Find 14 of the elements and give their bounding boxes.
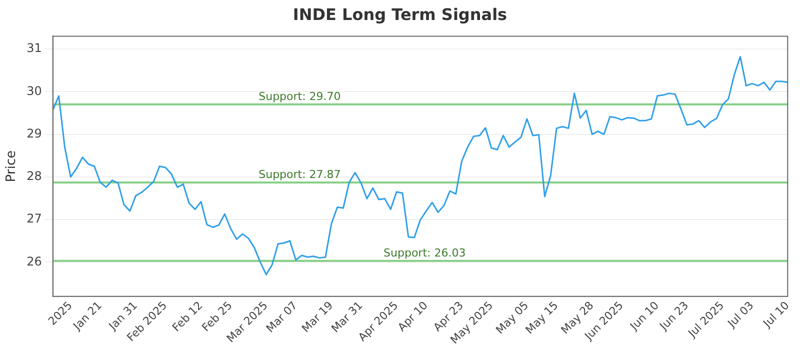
- ref-line-label: Support: 29.70: [258, 90, 341, 103]
- ref-line-label: Support: 26.03: [384, 246, 466, 260]
- y-tick-label: 27: [26, 212, 42, 226]
- y-tick-label: 30: [26, 84, 42, 98]
- y-tick-label: 28: [26, 169, 42, 184]
- x-tick-label: Jan 21: [70, 298, 104, 334]
- y-tick-label: 29: [26, 126, 42, 140]
- y-tick-label: 31: [26, 41, 42, 56]
- ref-line-label: Support: 27.87: [258, 168, 341, 181]
- x-tick-label: Jul 10: [760, 298, 792, 331]
- y-axis-title: Price: [4, 150, 20, 182]
- y-tick-label: 26: [26, 254, 42, 268]
- x-tick-label: Jul 03: [724, 298, 756, 331]
- chart-title: INDE Long Term Signals: [292, 4, 508, 26]
